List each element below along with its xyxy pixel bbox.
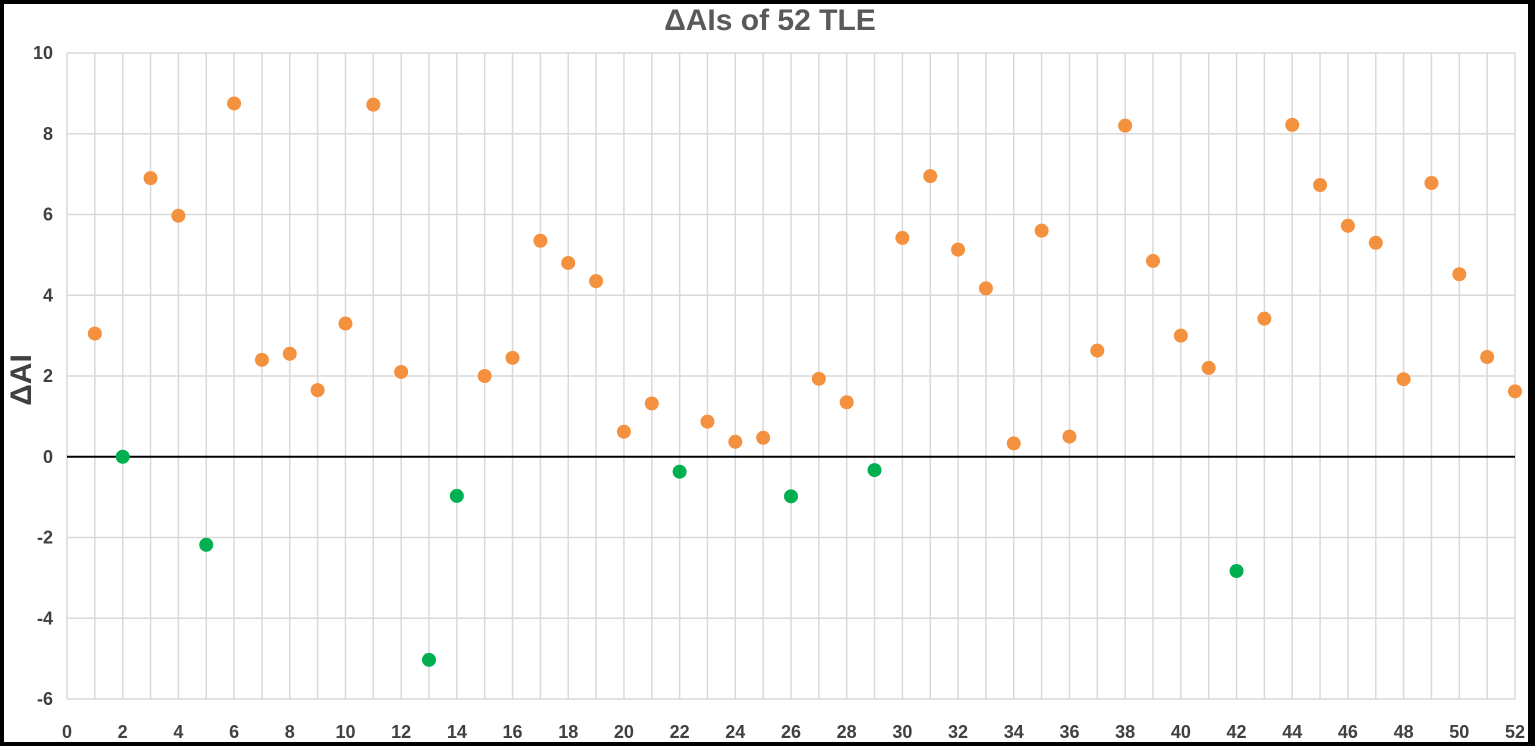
data-point	[199, 537, 214, 552]
data-point	[867, 463, 882, 478]
data-point	[644, 396, 659, 411]
x-tick-label: 36	[1059, 722, 1079, 742]
data-point	[1480, 350, 1495, 365]
data-point	[394, 364, 409, 379]
x-tick-label: 38	[1115, 722, 1135, 742]
data-point	[115, 449, 130, 464]
y-tick-label: -6	[37, 689, 53, 709]
x-tick-label: 28	[837, 722, 857, 742]
x-tick-label: 34	[1004, 722, 1024, 742]
x-tick-label: 12	[391, 722, 411, 742]
x-tick-label: 32	[948, 722, 968, 742]
data-point	[1313, 178, 1328, 193]
y-tick-label: 4	[43, 285, 53, 305]
x-tick-label: 50	[1449, 722, 1469, 742]
x-tick-label: 10	[335, 722, 355, 742]
data-point	[449, 488, 464, 503]
data-point	[1201, 360, 1216, 375]
x-tick-label: 16	[503, 722, 523, 742]
y-tick-label: 6	[43, 205, 53, 225]
x-tick-label: 42	[1227, 722, 1247, 742]
data-point	[923, 169, 938, 184]
data-point	[505, 350, 520, 365]
data-point	[728, 434, 743, 449]
data-point	[1508, 384, 1522, 399]
x-tick-label: 22	[670, 722, 690, 742]
data-point	[839, 395, 854, 410]
data-point	[254, 352, 269, 367]
data-point	[1118, 118, 1133, 133]
x-tick-label: 52	[1505, 722, 1525, 742]
y-tick-label: 8	[43, 124, 53, 144]
y-axis-label: ΔAI	[5, 354, 38, 406]
x-axis-ticks: 0 2 4 6 8 10 12 14 16 18 20 22 24 26 28 30 32 34 36 38 40 42 4…	[62, 722, 1525, 742]
x-tick-label: 4	[173, 722, 183, 742]
data-point	[1062, 429, 1077, 444]
x-tick-label: 46	[1338, 722, 1358, 742]
data-point	[1229, 564, 1244, 579]
chart-title: ΔAIs of 52 TLE	[664, 4, 876, 37]
x-tick-label: 0	[62, 722, 72, 742]
x-tick-label: 44	[1282, 722, 1302, 742]
data-point	[895, 230, 910, 245]
data-point	[672, 464, 687, 479]
y-tick-label: 0	[43, 447, 53, 467]
y-tick-label: 2	[43, 366, 53, 386]
x-tick-label: 40	[1171, 722, 1191, 742]
data-point	[1006, 436, 1021, 451]
data-point	[310, 383, 325, 398]
x-tick-label: 48	[1394, 722, 1414, 742]
data-point	[978, 281, 993, 296]
data-point	[951, 242, 966, 257]
x-tick-label: 6	[229, 722, 239, 742]
x-tick-label: 30	[892, 722, 912, 742]
data-point	[338, 316, 353, 331]
x-tick-label: 14	[447, 722, 467, 742]
data-point	[784, 489, 798, 504]
data-point	[282, 346, 297, 361]
data-point	[1424, 176, 1439, 191]
data-point	[700, 414, 715, 429]
data-point	[756, 430, 771, 445]
y-tick-label: -2	[37, 528, 53, 548]
data-point	[227, 96, 242, 111]
data-point	[1146, 253, 1160, 268]
data-point	[811, 371, 826, 386]
data-point	[1285, 117, 1300, 132]
x-tick-label: 2	[118, 722, 128, 742]
data-point	[422, 652, 436, 667]
y-tick-label: -4	[37, 608, 53, 628]
data-point	[1034, 223, 1049, 238]
data-point	[1257, 311, 1272, 326]
data-point	[1396, 372, 1411, 387]
x-tick-label: 24	[725, 722, 745, 742]
data-point	[1368, 235, 1383, 250]
data-point	[561, 255, 576, 270]
y-axis-ticks: -6 -4 -2 0 2 4 6 8 10	[33, 43, 53, 709]
data-point	[87, 326, 102, 341]
data-point	[1340, 218, 1355, 233]
x-tick-label: 18	[558, 722, 578, 742]
data-point	[143, 171, 158, 186]
data-point	[366, 97, 381, 112]
data-point	[1173, 328, 1188, 343]
data-point	[1452, 267, 1467, 282]
grid-layer	[66, 52, 1516, 700]
data-point	[1090, 343, 1105, 358]
x-tick-label: 20	[614, 722, 634, 742]
data-point	[589, 274, 604, 289]
x-tick-label: 8	[285, 722, 295, 742]
chart-frame: ΔAIs of 52 TLE -6 -4 -2 0 2 4 6 8 10 0 2 4 6 8 10 12 14…	[4, 4, 1528, 742]
data-point	[171, 208, 186, 223]
data-point	[477, 369, 492, 383]
data-point	[616, 424, 631, 439]
data-points	[87, 96, 1522, 667]
x-tick-label: 26	[781, 722, 801, 742]
data-point	[533, 233, 548, 248]
y-tick-label: 10	[33, 43, 53, 63]
